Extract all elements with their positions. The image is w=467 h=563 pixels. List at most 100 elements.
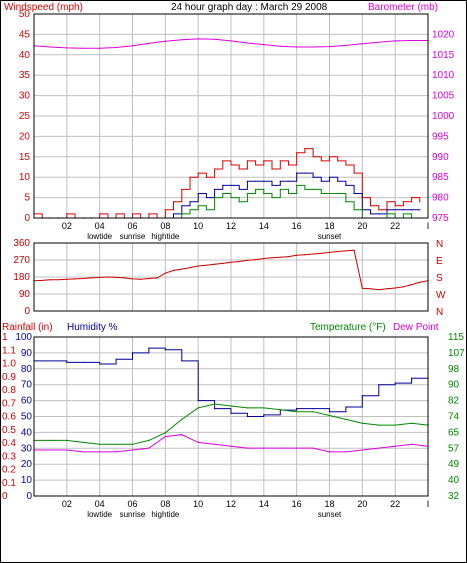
wind-max-series-point [402,201,404,203]
baro-ytick: 985 [432,172,449,183]
wind-direction-series-point [353,249,355,251]
barometer-series-point [361,43,363,45]
wind-direction-series-point [394,287,396,289]
chart-title: 24 hour graph day : March 29 2008 [171,2,328,13]
wind-ytick: 40 [19,50,31,61]
wind-max-series-point [419,201,421,203]
wind-avg-series-point [222,184,224,186]
wind-max-series-point [353,172,355,174]
panel3-xtick: I [427,499,430,509]
temperature-series-point [49,439,52,441]
wind-min-series-point [197,205,199,207]
compass-tick: S [436,273,443,284]
wind-direction-series-point [156,277,158,279]
wind-ytick: 15 [19,152,31,163]
wind-min-series-point [255,188,257,190]
barometer-series-point [263,44,265,46]
barometer-series-point [214,38,216,40]
barometer-series-point [328,46,331,48]
wind-max-series-point [164,209,166,211]
humidity-ytick: 30 [21,443,33,454]
wind-avg-series-point [263,180,265,182]
wind-avg-series-point [287,180,290,182]
wind-min-series-point [263,192,265,195]
humidity-series [34,347,428,417]
panel2-box [33,242,429,312]
wind-max-series-point [378,209,380,211]
dewpoint-series-point [230,445,232,447]
temperature-series-point [214,403,216,405]
wind-ytick: 0 [24,213,30,224]
humidity-series-point [345,406,347,408]
wind-direction-series-point [263,257,265,260]
panel1-xtick: 04 [95,221,105,231]
dewpoint-series-point [181,434,183,436]
temperature-series-point [263,407,265,409]
panel3-xtick: 10 [193,499,203,509]
wind-max-series-point [66,213,68,215]
temperature-series-point [164,432,166,434]
wind-direction-series-point [402,286,404,288]
wind-direction-series-point [172,269,175,271]
wind-max-series-point [337,160,339,162]
wind-min-series-point [181,213,183,215]
wind-direction-series-point [378,289,380,291]
panel3-xtick: 12 [226,499,236,509]
wind-max-series-point [312,156,314,158]
wind-avg-series-point [304,172,306,174]
temp-ytick: 65 [448,427,460,438]
rain-ytick: 0.6 [2,412,16,423]
dewpoint-series-point [312,447,314,449]
dewpoint-series-point [164,436,166,438]
panel3-event-label: lowtide [87,510,112,519]
humidity-ytick: 70 [21,380,33,391]
dewpoint-series-point [49,449,52,451]
dewpoint-series-point [263,447,265,449]
humidity-series-point [411,377,413,379]
wind-avg-series-point [369,213,372,215]
wind-direction-series-point [312,253,314,255]
panel3-event-label: hightide [151,510,180,519]
wind-direction-series-point [82,277,84,280]
wind-direction-series-point [123,277,125,279]
wind-direction-series-point [345,250,347,252]
humidity-series-point [181,360,183,362]
rain-ytick: 0.3 [2,451,16,462]
series-layer [33,38,429,497]
wind-avg-series-point [386,209,388,211]
dewpoint-series-point [197,441,199,443]
baro-ytick: 995 [432,131,449,142]
wind-direction-series-point [181,268,183,270]
temp-ytick: 32 [448,491,460,502]
wind-max-series-point [131,213,134,215]
barometer-series-point [312,46,314,48]
panel1-xtick: 06 [127,221,137,231]
wind-direction-series-point [411,284,413,286]
barometer-series-point [230,40,232,42]
wind-avg-series-point [205,197,207,199]
wind-ytick: 20 [19,131,31,142]
humidity-series-point [66,361,68,363]
temperature-series-point [378,424,380,426]
humidity-series-point [164,349,166,351]
temp-ytick: 57 [448,443,460,454]
wind-max-series-point [99,213,101,215]
wind-direction-series-point [214,263,216,265]
dewpoint-series-point [361,449,363,451]
rain-ytick: 0.9 [2,372,16,383]
panel3-xtick: 16 [292,499,302,509]
compass-tick: E [436,256,443,267]
temperature-series-point [312,411,314,413]
panel3-box [33,336,429,497]
barometer-series-point [296,46,298,48]
temp-ytick: 49 [448,459,460,470]
wind-avg-series-point [337,180,339,182]
wind-max-series-point [271,168,273,170]
wind-max-series-point [320,160,322,162]
wind-avg-series-point [312,176,314,178]
wind-direction-series-point [197,265,199,267]
temperature-series-point [328,414,331,417]
wind-avg-series-point [296,172,298,174]
wind-avg-series-point [214,188,216,190]
panel3-xtick: 06 [127,499,137,509]
